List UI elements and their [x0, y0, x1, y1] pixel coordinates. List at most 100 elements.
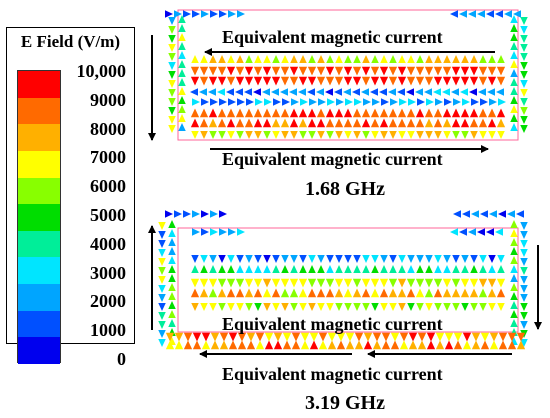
e-field-arrow: [468, 228, 476, 236]
e-field-arrow: [318, 98, 326, 106]
e-field-arrow: [308, 131, 316, 139]
e-field-arrow: [298, 118, 308, 128]
e-field-arrow: [415, 76, 425, 86]
color-legend: E Field (V/m) 10,000 9000 8000 7000 6000 5000…: [6, 27, 135, 368]
e-field-arrow: [371, 55, 379, 63]
e-field-arrow: [178, 60, 186, 68]
e-field-arrow: [495, 228, 503, 236]
e-field-arrow: [510, 256, 518, 264]
e-field-arrow: [520, 339, 528, 347]
e-field-arrow: [433, 118, 443, 128]
e-field-arrow: [208, 108, 218, 118]
e-field-arrow: [424, 76, 434, 86]
e-field-arrow: [496, 88, 504, 96]
e-field-arrow: [219, 10, 227, 18]
e-field-arrow: [168, 35, 176, 43]
e-field-arrow: [168, 292, 176, 300]
e-field-arrow: [326, 303, 334, 311]
e-field-arrow: [433, 88, 441, 96]
e-field-arrow: [415, 278, 425, 288]
e-field-arrow: [336, 340, 346, 350]
e-field-arrow: [433, 288, 443, 298]
e-field-arrow: [425, 131, 433, 139]
e-field-arrow: [168, 98, 176, 106]
e-field-arrow: [513, 10, 521, 18]
e-field-arrow: [253, 66, 263, 76]
e-field-arrow: [309, 340, 319, 350]
legend-tick-label: 2000: [90, 291, 126, 312]
e-field-arrow: [469, 76, 479, 86]
e-field-arrow: [424, 278, 434, 288]
e-field-arrow: [496, 108, 506, 118]
e-field-arrow: [290, 255, 298, 263]
e-field-arrow: [236, 131, 244, 139]
e-field-arrow: [444, 332, 454, 342]
e-field-arrow: [452, 255, 460, 263]
e-field-arrow: [191, 255, 199, 263]
e-field-arrow: [253, 278, 263, 288]
e-field-arrow: [452, 265, 460, 273]
e-field-arrow: [453, 340, 463, 350]
e-field-arrow: [217, 66, 227, 76]
e-field-arrow: [168, 125, 176, 133]
e-field-arrow: [165, 10, 173, 18]
e-field-arrow: [442, 108, 452, 118]
e-field-arrow: [192, 210, 200, 218]
e-field-arrow: [178, 96, 186, 104]
e-field-arrow: [344, 265, 352, 273]
e-field-arrow: [317, 255, 325, 263]
e-field-arrow: [361, 118, 371, 128]
e-field-arrow: [307, 108, 317, 118]
e-field-arrow: [262, 288, 272, 298]
e-field-arrow: [424, 288, 434, 298]
e-field-arrow: [497, 55, 505, 63]
e-field-arrows: [158, 10, 528, 350]
e-field-arrow: [470, 131, 478, 139]
e-field-arrow: [325, 288, 335, 298]
e-field-arrow: [520, 44, 528, 52]
e-field-arrow: [210, 332, 220, 342]
e-field-arrow: [408, 332, 418, 342]
e-field-arrow: [192, 332, 202, 342]
bottom-lower-current-label: Equivalent magnetic current: [222, 364, 443, 384]
e-field-arrow: [417, 340, 427, 350]
e-field-arrow: [379, 108, 389, 118]
e-field-arrow: [272, 265, 280, 273]
e-field-arrow: [469, 66, 479, 76]
e-field-arrow: [201, 210, 209, 218]
e-field-arrow: [398, 303, 406, 311]
e-field-arrow: [379, 278, 389, 288]
e-field-arrow: [479, 303, 487, 311]
e-field-arrow: [495, 10, 503, 18]
e-field-arrow: [345, 340, 355, 350]
e-field-arrow: [354, 98, 362, 106]
e-field-arrow: [317, 303, 325, 311]
e-field-arrow: [520, 26, 528, 34]
e-field-arrow: [253, 88, 261, 96]
e-field-arrow: [480, 210, 488, 218]
e-field-arrow: [178, 69, 186, 77]
e-field-arrow: [289, 108, 299, 118]
e-field-arrow: [426, 340, 436, 350]
e-field-arrow: [371, 265, 379, 273]
e-field-arrow: [280, 278, 290, 288]
e-field-arrow: [226, 66, 236, 76]
e-field-arrow: [398, 255, 406, 263]
e-field-arrow: [498, 332, 508, 342]
e-field-arrow: [226, 88, 234, 96]
e-field-arrow: [416, 131, 424, 139]
e-field-arrow: [345, 332, 355, 342]
e-field-arrow: [380, 55, 388, 63]
e-field-arrow: [335, 255, 343, 263]
e-field-arrow: [325, 118, 335, 128]
e-field-arrow: [520, 116, 528, 124]
e-field-arrow: [352, 66, 362, 76]
top-lower-current-label: Equivalent magnetic current: [222, 149, 443, 169]
e-field-arrow: [388, 66, 398, 76]
e-field-arrow: [289, 88, 297, 96]
e-field-arrow: [291, 340, 301, 350]
e-field-arrow: [478, 88, 486, 96]
e-field-arrow: [450, 10, 458, 18]
e-field-arrow: [334, 66, 344, 76]
e-field-arrow: [497, 265, 505, 273]
